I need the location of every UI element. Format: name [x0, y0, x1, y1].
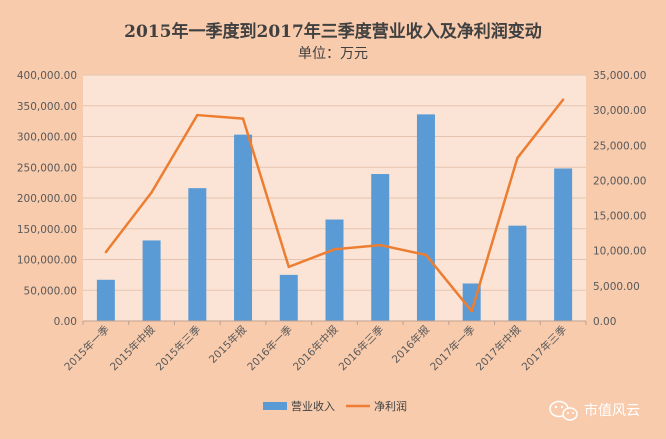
watermark: 市值风云	[549, 400, 640, 421]
left-tick-label: 300,000.00	[17, 132, 77, 144]
revenue-bar	[234, 134, 253, 321]
right-tick-label: 25,000.00	[593, 140, 646, 152]
legend-label-revenue: 营业收入	[291, 399, 335, 413]
profit-point	[241, 117, 245, 120]
legend-label-profit: 净利润	[374, 399, 407, 413]
left-axis: 0.00 50,000.00 100,000.00 150,000.00 200,000…	[17, 70, 77, 328]
category-label: 2015年中报	[107, 323, 158, 374]
category-label: 2017年三季	[519, 323, 570, 374]
left-tick-label: 200,000.00	[17, 193, 77, 205]
revenue-bar	[142, 240, 161, 321]
category-label: 2015年一季	[62, 323, 113, 374]
profit-point	[516, 156, 519, 160]
revenue-bar	[188, 188, 207, 321]
left-tick-label: 400,000.00	[17, 70, 77, 82]
category-label: 2016年中报	[290, 323, 341, 374]
left-tick-label: 250,000.00	[17, 162, 77, 174]
right-axis: 0.00 5,000.00 10,000.00 15,000.00 20,000.00 2…	[593, 70, 646, 328]
right-tick-label: 30,000.00	[593, 105, 646, 117]
category-label: 2017年中报	[473, 323, 524, 374]
legend-swatch-revenue	[263, 402, 287, 410]
category-label: 2015年报	[206, 323, 249, 366]
revenue-bar	[508, 225, 527, 321]
profit-point	[379, 243, 382, 247]
revenue-bar	[279, 274, 298, 321]
revenue-bar	[371, 174, 390, 321]
revenue-bar	[96, 279, 115, 321]
profit-point	[470, 309, 473, 313]
chart-title: 2015年一季度到2017年三季度营业收入及净利润变动	[124, 21, 542, 42]
watermark-text: 市值风云	[584, 402, 640, 419]
left-tick-label: 350,000.00	[17, 101, 77, 113]
profit-point	[561, 98, 565, 101]
category-label: 2017年一季	[427, 323, 478, 374]
profit-point	[104, 250, 108, 254]
revenue-bars	[96, 114, 573, 321]
right-tick-label: 0.00	[593, 316, 616, 328]
profit-point	[196, 113, 199, 117]
wechat-icon	[549, 400, 578, 421]
category-label: 2015年三季	[153, 323, 204, 374]
chart-subtitle: 单位：万元	[298, 46, 368, 62]
category-label: 2016年三季	[336, 323, 387, 374]
legend: 营业收入 净利润	[263, 399, 407, 413]
category-label: 2016年一季	[245, 323, 296, 374]
revenue-bar	[325, 219, 344, 321]
right-tick-label: 15,000.00	[593, 211, 646, 223]
profit-point	[424, 253, 428, 257]
right-tick-label: 10,000.00	[593, 246, 646, 258]
profit-point	[333, 248, 336, 251]
left-tick-label: 0.00	[54, 316, 77, 328]
revenue-bar	[416, 114, 435, 321]
category-label: 2016年报	[389, 323, 432, 366]
profit-point	[287, 265, 290, 269]
right-tick-label: 35,000.00	[593, 70, 646, 82]
left-tick-label: 150,000.00	[17, 224, 77, 236]
right-tick-label: 5,000.00	[593, 281, 640, 293]
left-tick-label: 50,000.00	[24, 285, 77, 297]
left-tick-label: 100,000.00	[17, 255, 77, 267]
revenue-bar	[554, 168, 573, 321]
profit-line-layer	[104, 98, 565, 313]
profit-point	[150, 191, 153, 194]
right-tick-label: 20,000.00	[593, 175, 646, 187]
